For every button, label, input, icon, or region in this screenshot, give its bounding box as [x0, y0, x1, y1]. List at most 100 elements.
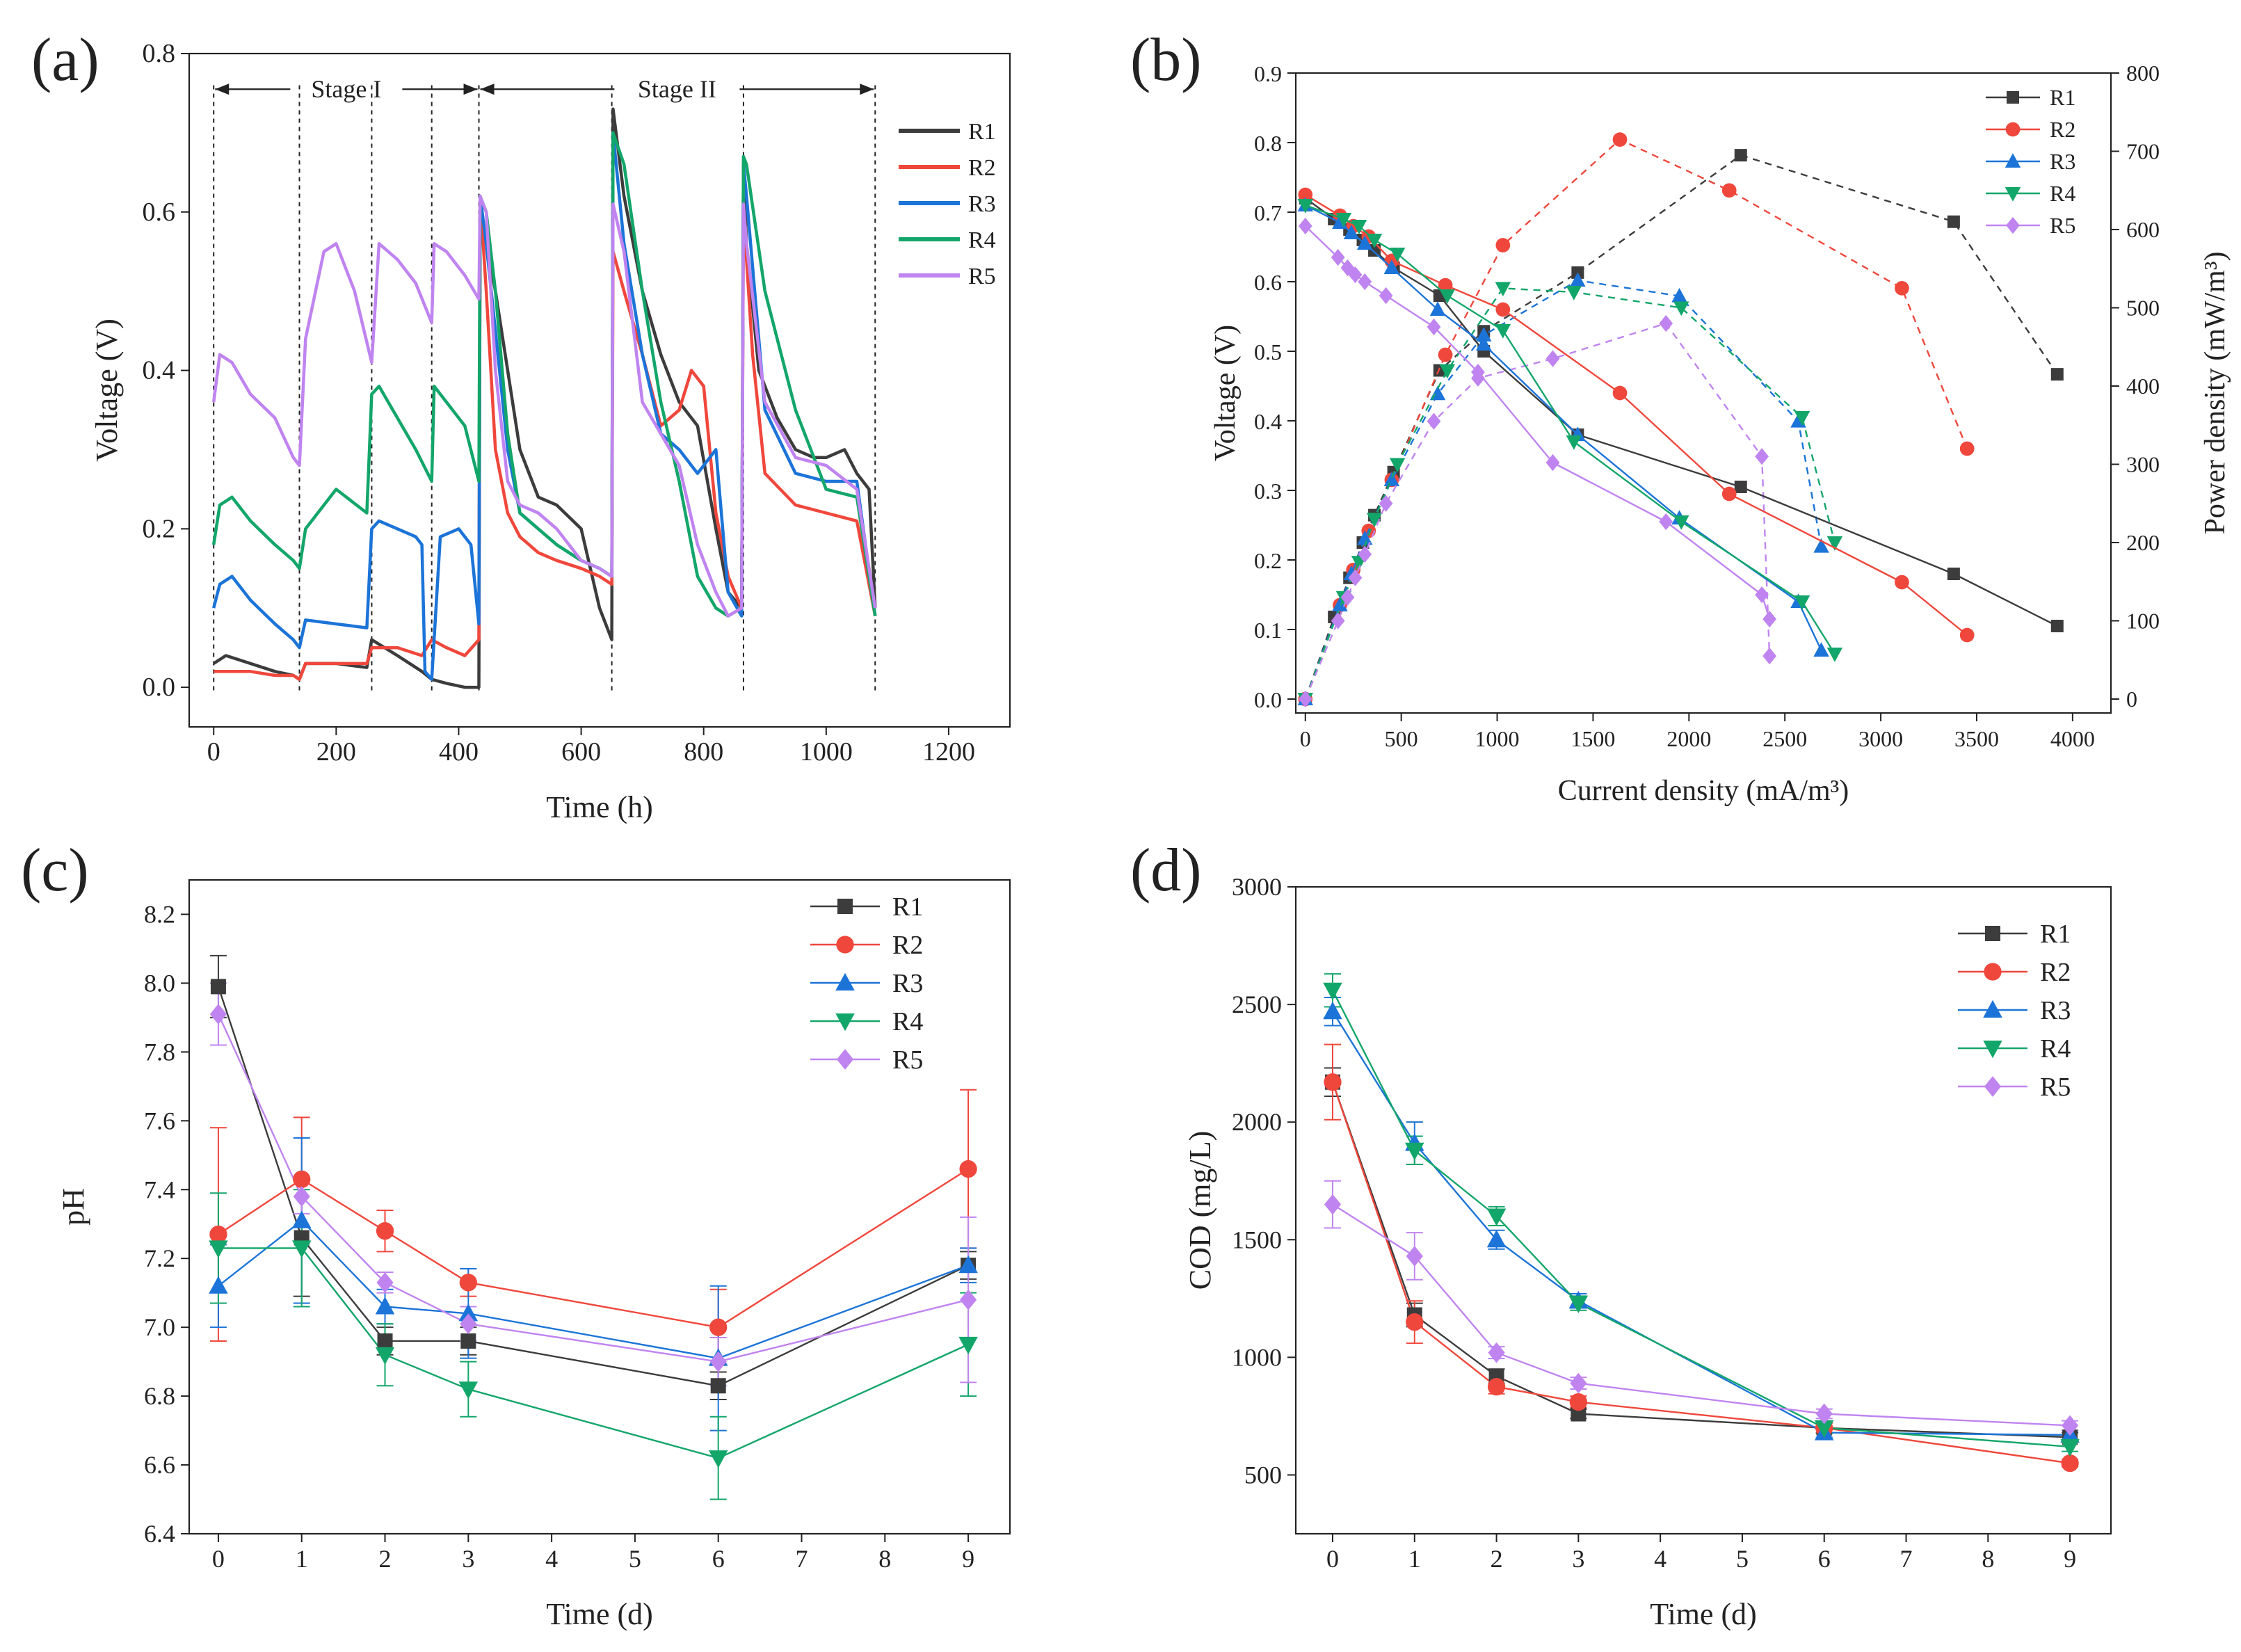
series-line-R1 [1331, 1082, 2071, 1438]
legend-label: R1 [2050, 85, 2075, 110]
polarization-point [1895, 575, 1909, 590]
polarization-point [1379, 287, 1393, 305]
data-point [2061, 1454, 2079, 1473]
polarization-point [1389, 248, 1406, 262]
power-point [1659, 314, 1673, 332]
power-point [1427, 412, 1441, 430]
x-tick-label: 6 [1818, 1545, 1831, 1573]
data-point [1570, 1372, 1587, 1394]
legend-label: R3 [892, 969, 923, 998]
data-point [293, 1186, 310, 1208]
x-tick-label: 5 [629, 1545, 641, 1573]
x-tick-label: 1500 [1571, 726, 1615, 751]
plot-frame [1294, 72, 2112, 714]
data-point [458, 1381, 479, 1400]
polarization-point [1721, 486, 1737, 502]
legend-label: R4 [892, 1007, 923, 1036]
power-point [1826, 536, 1843, 551]
stage-arrowhead [480, 83, 495, 95]
data-point [291, 1240, 312, 1258]
polarization-point [1826, 648, 1843, 662]
polarization-point [2050, 620, 2064, 632]
y2-tick-label: 0 [2126, 687, 2137, 712]
data-point [1486, 1229, 1507, 1248]
power-line-R2 [1304, 138, 1968, 700]
legend-marker [835, 972, 855, 991]
power-point [1895, 281, 1909, 296]
y2-tick-label: 600 [2126, 217, 2160, 242]
legend-marker [1983, 1000, 2002, 1018]
power-point [1612, 132, 1628, 147]
x-axis-title: Time (d) [546, 1597, 653, 1631]
x-tick-label: 7 [1900, 1545, 1913, 1573]
series-line-R3 [1331, 1011, 2071, 1436]
data-point [375, 1297, 395, 1315]
y-tick-label: 0.4 [1254, 409, 1282, 434]
power-point [1383, 472, 1400, 486]
polarization-point [1351, 220, 1367, 234]
data-point [1488, 1342, 1505, 1363]
legend-label: R2 [968, 155, 996, 181]
polarization-point [1348, 266, 1363, 284]
polarization-point [1383, 259, 1400, 274]
polarization-point [1734, 481, 1747, 493]
x-tick-label: 1000 [1475, 726, 1520, 751]
polarization-line-R1 [1305, 198, 2058, 627]
series-line-R2 [214, 194, 877, 681]
x-tick-label: 3 [1572, 1545, 1584, 1573]
x-tick-label: 0 [1326, 1545, 1339, 1573]
x-tick-label: 0 [212, 1545, 225, 1573]
legend-marker [2007, 91, 2019, 104]
power-point [1721, 183, 1737, 198]
data-point [460, 1333, 476, 1349]
series-line-R5 [217, 1013, 969, 1363]
series-line-R5 [211, 194, 877, 618]
power-line-R4 [1304, 287, 1836, 700]
stage-arrowhead [215, 83, 230, 95]
panel-a: (a) 0 200 400 600 800 1000 1200 0.0 0.2 0.4 0.6 0.8 T… [31, 26, 1011, 824]
y-tick-label: 0.9 [1254, 61, 1282, 86]
power-point [1566, 285, 1582, 300]
legend-marker [1984, 963, 2002, 981]
x-tick-label: 7 [796, 1545, 808, 1573]
power-point [1366, 513, 1383, 527]
x-tick-label: 4 [1654, 1545, 1666, 1573]
y-tick-label: 0.4 [143, 356, 176, 385]
legend-label: R5 [2040, 1073, 2071, 1102]
polarization-point [1762, 610, 1777, 628]
series-line-R5 [1332, 1203, 2071, 1427]
data-point [2060, 1438, 2080, 1457]
x-tick-label: 9 [2064, 1545, 2076, 1573]
x-tick-label: 4000 [2050, 726, 2095, 751]
y2-tick-label: 200 [2126, 530, 2160, 555]
polarization-point [1340, 259, 1355, 277]
polarization-point [1331, 248, 1345, 266]
y-tick-label: 0.0 [143, 673, 176, 702]
y-tick-label: 0.0 [1254, 687, 1282, 712]
legend-label: R2 [2050, 117, 2075, 142]
panel-d: (d) 0 1 2 3 4 5 6 7 8 9 500 1000 1500 2000 2500 3000 Time… [1130, 837, 2112, 1631]
legend-marker [837, 899, 853, 914]
power-point [1495, 238, 1511, 252]
power-point [1947, 215, 1960, 228]
x-tick-label: 500 [1385, 726, 1418, 751]
data-point [2062, 1415, 2079, 1436]
power-point [1439, 364, 1456, 379]
data-point [377, 1333, 393, 1349]
power-point [1331, 612, 1345, 629]
legend-marker [2005, 122, 2021, 137]
panel-label: (d) [1130, 837, 1202, 904]
x-tick-label: 1000 [800, 737, 853, 767]
y2-axis-title: Power density (mW/m³) [2199, 252, 2231, 535]
data-point [1323, 982, 1342, 1001]
data-point [376, 1221, 394, 1240]
y-tick-label: 0.6 [1254, 270, 1282, 295]
stage-label: Stage II [638, 75, 716, 103]
data-point [209, 1004, 227, 1025]
x-tick-label: 0 [1300, 726, 1311, 751]
legend-label: R4 [2040, 1034, 2071, 1064]
power-point [1734, 149, 1747, 162]
y2-tick-label: 300 [2126, 451, 2160, 476]
panel-b: (b)0 500 1000 1500 2000 2500 3000 3500 40000.00.… [1130, 26, 2231, 807]
polarization-point [1357, 235, 1373, 250]
